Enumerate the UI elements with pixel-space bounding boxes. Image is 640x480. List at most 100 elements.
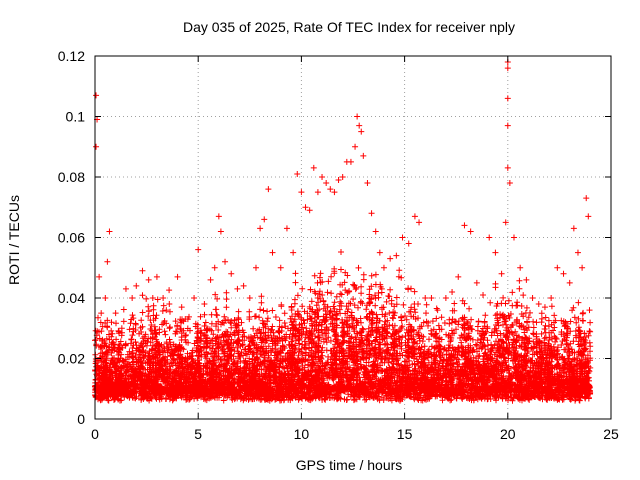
axis-ticks: 0 5 10 15 20 25 0 0.02 0.04 0.06 0.08 0.1 0.12 (58, 48, 619, 442)
roti-point (153, 273, 160, 280)
roti-point (319, 174, 326, 180)
roti-point (160, 295, 167, 301)
roti-point (360, 152, 367, 159)
roti-point (139, 267, 146, 274)
roti-point (314, 189, 321, 196)
roti-point (548, 295, 555, 301)
y-axis-label: ROTI / TECUs (6, 195, 22, 285)
roti-point (523, 276, 530, 283)
roti-point (211, 264, 218, 271)
roti-point (269, 249, 276, 256)
roti-point (331, 189, 338, 196)
x-tick-label: 25 (603, 426, 619, 442)
roti-point (201, 301, 208, 308)
roti-point (535, 301, 542, 308)
roti-point (570, 225, 577, 232)
roti-point (411, 213, 418, 220)
roti-point (246, 295, 253, 301)
roti-point (228, 270, 235, 277)
roti-point (108, 319, 115, 326)
roti-point (585, 213, 592, 220)
roti-point (480, 291, 487, 298)
roti-point (265, 186, 272, 193)
roti-point (145, 276, 152, 283)
roti-point (455, 273, 462, 280)
roti-point (560, 270, 567, 277)
roti-point (352, 143, 359, 150)
roti-point (504, 122, 511, 129)
roti-point (106, 228, 113, 235)
roti-point (102, 295, 109, 301)
roti-point (428, 295, 435, 301)
roti-point (566, 279, 573, 286)
roti-point (467, 228, 474, 235)
roti-point (354, 113, 361, 120)
roti-point (473, 279, 480, 286)
roti-point (93, 92, 100, 99)
roti-point (122, 285, 129, 292)
roti-point (339, 174, 346, 180)
roti-point (574, 249, 581, 256)
roti-point (104, 258, 111, 265)
chart-title: Day 035 of 2025, Rate Of TEC Index for r… (183, 19, 515, 35)
roti-point (257, 225, 264, 232)
roti-point (376, 249, 383, 256)
roti-point (380, 264, 387, 271)
x-tick-label: 0 (91, 426, 99, 442)
roti-point (327, 186, 334, 193)
roti-point (96, 273, 103, 280)
roti-point (222, 258, 229, 265)
roti-point (98, 310, 105, 317)
x-tick-label: 15 (397, 426, 413, 442)
roti-point (583, 195, 590, 202)
roti-point (93, 143, 100, 150)
roti-point (517, 264, 524, 271)
roti-point (504, 164, 511, 171)
roti-point (215, 213, 222, 220)
roti-point (298, 189, 305, 196)
roti-point (217, 228, 224, 235)
roti-point (492, 249, 499, 256)
roti-point (541, 304, 548, 311)
roti-point (290, 249, 297, 256)
roti-point (504, 95, 511, 102)
roti-point (405, 240, 412, 247)
roti-point (356, 122, 363, 129)
x-tick-label: 20 (500, 426, 516, 442)
roti-point (510, 234, 517, 241)
roti-point (368, 210, 375, 217)
roti-point (449, 288, 456, 295)
roti-point (387, 255, 394, 262)
y-tick-label: 0.1 (66, 109, 86, 125)
roti-point (129, 295, 136, 301)
roti-point (554, 264, 561, 271)
roti-point (261, 216, 268, 223)
roti-point (302, 204, 309, 211)
roti-point (347, 158, 354, 165)
y-tick-label: 0.08 (58, 169, 85, 185)
roti-point (422, 295, 429, 301)
roti-point (195, 246, 202, 253)
roti-point (358, 128, 365, 135)
x-tick-label: 10 (294, 426, 310, 442)
roti-point (323, 180, 330, 187)
roti-point (207, 276, 214, 283)
roti-point (174, 273, 181, 280)
roti-point (118, 325, 125, 332)
roti-point (442, 295, 449, 301)
roti-point (133, 282, 140, 289)
roti-point (184, 316, 191, 323)
roti-point (364, 180, 371, 187)
roti-point (112, 310, 119, 317)
roti-point (277, 264, 284, 271)
roti-point (306, 207, 313, 214)
roti-point (529, 295, 536, 301)
roti-point (294, 170, 301, 177)
y-tick-label: 0 (77, 411, 85, 427)
y-tick-label: 0.06 (58, 230, 85, 246)
roti-point (149, 295, 156, 301)
roti-point (166, 301, 173, 308)
roti-point (178, 304, 185, 311)
roti-point (498, 270, 505, 277)
